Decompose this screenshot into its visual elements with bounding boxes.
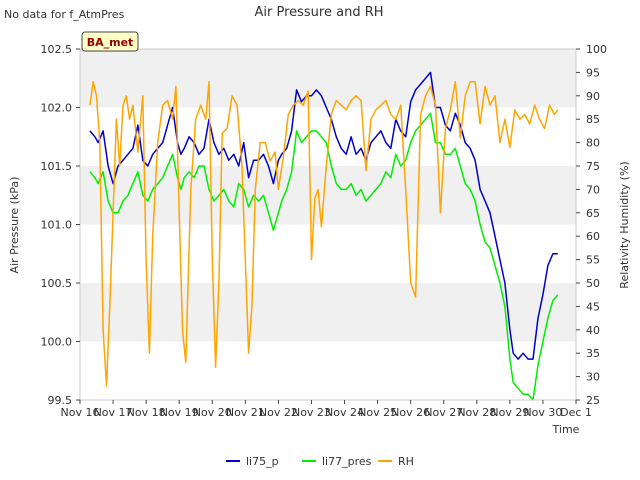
- grid-band: [80, 49, 576, 108]
- y-tick-label: 102.5: [41, 43, 73, 56]
- legend-label-RH: RH: [398, 455, 414, 468]
- x-tick-label: Nov 30: [523, 406, 562, 419]
- x-tick-label: Nov 27: [424, 406, 463, 419]
- series-lines: [89, 71, 559, 401]
- x-tick-label: Nov 26: [391, 406, 430, 419]
- y2-tick-label: 80: [586, 137, 600, 150]
- plot-area: [79, 48, 577, 401]
- y2-tick-label: 40: [586, 324, 600, 337]
- x-tick-label: Nov 28: [457, 406, 496, 419]
- y2-tick-label: 90: [586, 90, 600, 103]
- series-line-li75_p: [89, 71, 558, 360]
- grid-bands: [80, 49, 576, 342]
- y-tick-label: 101.5: [41, 160, 73, 173]
- y2-tick-label: 30: [586, 371, 600, 384]
- site-badge-box: [81, 31, 139, 52]
- x-tick-label: Nov 20: [193, 406, 232, 419]
- series-line-li77_pres: [89, 112, 559, 401]
- y2-tick-label: 65: [586, 207, 600, 220]
- y2-tick-label: 55: [586, 254, 600, 267]
- y2-tick-label: 60: [586, 230, 600, 243]
- series-line-RH: [89, 81, 559, 387]
- x-tick-label: Nov 23: [292, 406, 331, 419]
- y-axis-label: Air Pressure (kPa): [8, 177, 21, 274]
- y2-tick-label: 70: [586, 183, 600, 196]
- x-tick-label: Nov 25: [358, 406, 397, 419]
- y2-tick-label: 45: [586, 300, 600, 313]
- y-tick-label: 100.5: [41, 277, 73, 290]
- y-tick-label: 101.0: [41, 219, 73, 232]
- y2-tick-label: 95: [586, 66, 600, 79]
- y2-tick-label: 100: [586, 43, 607, 56]
- legend-label-li75_p: li75_p: [246, 455, 279, 468]
- y-axis-ticks: 99.5 100.0 100.5 101.0 101.5 102.0 102.5: [41, 43, 80, 407]
- x-tick-label: Nov 21: [226, 406, 265, 419]
- x-tick-label: Nov 22: [259, 406, 298, 419]
- grid-band: [80, 283, 576, 342]
- y-tick-label: 100.0: [41, 336, 73, 349]
- x-tick-label: Nov 29: [490, 406, 529, 419]
- x-tick-label: Nov 18: [127, 406, 166, 419]
- no-data-message: No data for f_AtmPres: [4, 8, 125, 21]
- legend-label-li77_pres: li77_pres: [322, 455, 372, 468]
- y-tick-label: 99.5: [48, 394, 73, 407]
- y2-tick-label: 50: [586, 277, 600, 290]
- x-tick-label: Nov 17: [94, 406, 133, 419]
- y2-tick-label: 75: [586, 160, 600, 173]
- site-badge: BA_met: [81, 31, 139, 52]
- x-tick-label: Nov 19: [160, 406, 199, 419]
- chart-title: Air Pressure and RH: [254, 5, 383, 20]
- site-badge-label: BA_met: [87, 36, 134, 49]
- y-tick-label: 102.0: [41, 102, 73, 115]
- y2-tick-label: 25: [586, 394, 600, 407]
- x-tick-label: Nov 24: [325, 406, 364, 419]
- y2-tick-label: 35: [586, 347, 600, 360]
- y2-tick-label: 85: [586, 113, 600, 126]
- y2-axis-ticks: 25 30 35 40 45 50 55 60 65 70 75 80 85 90 95 100: [576, 43, 607, 407]
- y2-axis-label: Relativity Humidity (%): [618, 161, 631, 288]
- x-tick-label: Nov 16: [61, 406, 100, 419]
- legend: li75_p li77_pres RH: [226, 455, 414, 468]
- x-tick-label: Dec 1: [560, 406, 592, 419]
- x-axis-label: Time: [552, 423, 580, 436]
- grid-band: [80, 166, 576, 225]
